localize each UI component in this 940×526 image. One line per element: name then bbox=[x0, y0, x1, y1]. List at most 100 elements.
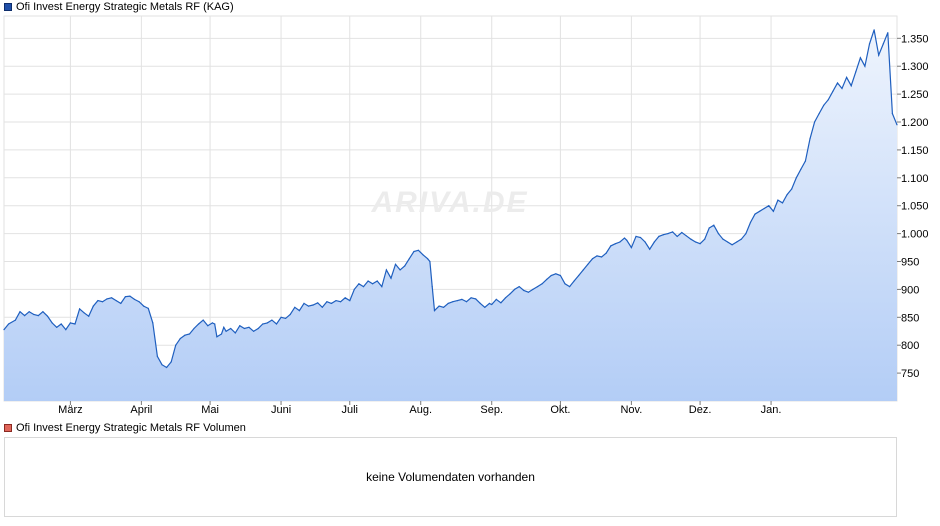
price-point bbox=[635, 235, 637, 237]
x-tick-label: Mai bbox=[201, 404, 219, 416]
price-point bbox=[745, 233, 747, 235]
price-point bbox=[362, 286, 365, 288]
price-point bbox=[564, 283, 566, 285]
y-tick-label: 850 bbox=[901, 312, 919, 324]
price-point bbox=[97, 300, 99, 302]
price-point bbox=[207, 325, 209, 327]
price-point bbox=[303, 302, 305, 304]
price-point bbox=[51, 322, 53, 324]
price-point bbox=[786, 194, 788, 196]
price-point bbox=[385, 269, 387, 271]
price-point bbox=[431, 286, 433, 288]
price-point bbox=[465, 301, 468, 303]
price-point bbox=[438, 305, 440, 307]
price-point bbox=[518, 286, 520, 288]
x-tick-label: April bbox=[130, 404, 152, 416]
price-point bbox=[92, 305, 94, 307]
price-point bbox=[573, 280, 575, 282]
price-point bbox=[814, 121, 816, 123]
price-point bbox=[475, 298, 477, 300]
price-point bbox=[681, 231, 683, 234]
price-point bbox=[120, 302, 122, 304]
price-point bbox=[106, 298, 108, 300]
price-point bbox=[555, 273, 557, 275]
price-point bbox=[285, 317, 287, 319]
price-point bbox=[699, 243, 701, 245]
price-point bbox=[781, 202, 784, 204]
y-tick-label: 1.300 bbox=[901, 61, 929, 73]
volume-legend-label: Ofi Invest Energy Strategic Metals RF Vo… bbox=[16, 422, 246, 434]
price-point bbox=[101, 301, 104, 303]
price-point bbox=[887, 32, 889, 34]
price-point bbox=[115, 300, 117, 302]
price-point bbox=[488, 302, 490, 304]
price-point bbox=[690, 238, 692, 240]
price-area bbox=[4, 29, 897, 402]
price-points bbox=[3, 29, 898, 369]
price-point bbox=[878, 54, 880, 56]
price-point bbox=[491, 303, 493, 306]
price-point bbox=[417, 249, 419, 251]
price-point bbox=[447, 302, 449, 304]
price-point bbox=[372, 283, 374, 285]
price-point bbox=[408, 258, 410, 260]
y-axis: 750 800 850 900 950 1.000 1.050 1.100 1.150 1.200… bbox=[897, 33, 929, 380]
price-point bbox=[111, 297, 113, 299]
price-point bbox=[546, 278, 548, 280]
x-tick-label: Jan. bbox=[761, 404, 782, 416]
price-point bbox=[855, 71, 857, 73]
price-point bbox=[349, 300, 351, 302]
price-point bbox=[658, 235, 660, 237]
price-point bbox=[69, 322, 71, 324]
price-point bbox=[74, 323, 76, 325]
price-point bbox=[676, 235, 678, 237]
price-point bbox=[262, 323, 264, 325]
price-point bbox=[630, 247, 633, 249]
price-point bbox=[749, 221, 752, 223]
price-point bbox=[443, 306, 445, 308]
price-point bbox=[672, 231, 674, 233]
price-point bbox=[19, 311, 21, 313]
price-point bbox=[470, 297, 472, 299]
price-point bbox=[317, 302, 319, 304]
price-point bbox=[422, 254, 424, 256]
price-point bbox=[202, 319, 204, 321]
price-point bbox=[882, 43, 884, 45]
price-point bbox=[610, 245, 612, 247]
price-point bbox=[708, 227, 710, 229]
price-point bbox=[147, 307, 149, 309]
y-tick-label: 1.350 bbox=[901, 33, 929, 45]
price-point bbox=[175, 344, 177, 346]
price-point bbox=[536, 286, 539, 288]
price-line bbox=[3, 29, 898, 369]
x-tick-label: Dez. bbox=[689, 404, 712, 416]
price-point bbox=[809, 138, 811, 140]
price-point bbox=[596, 255, 598, 257]
price-point bbox=[230, 327, 232, 330]
price-point bbox=[133, 298, 136, 300]
price-point bbox=[569, 286, 571, 288]
price-point bbox=[864, 65, 866, 67]
price-point bbox=[532, 288, 534, 290]
price-point bbox=[452, 301, 454, 303]
price-point bbox=[763, 207, 765, 210]
y-tick-label: 1.100 bbox=[901, 173, 929, 185]
price-point bbox=[591, 258, 594, 260]
y-tick-label: 800 bbox=[901, 340, 919, 352]
price-point bbox=[239, 325, 241, 327]
price-point bbox=[841, 87, 843, 90]
price-legend: Ofi Invest Energy Strategic Metals RF (K… bbox=[4, 0, 234, 14]
price-point bbox=[312, 304, 314, 306]
price-point bbox=[653, 241, 655, 243]
price-point bbox=[717, 233, 720, 235]
price-point bbox=[298, 310, 300, 312]
price-point bbox=[578, 274, 580, 277]
price-point bbox=[42, 311, 44, 313]
y-tick-label: 750 bbox=[901, 368, 919, 380]
price-point bbox=[836, 82, 839, 84]
x-tick-label: Okt. bbox=[550, 404, 570, 416]
price-point bbox=[399, 269, 401, 271]
y-tick-label: 1.050 bbox=[901, 201, 929, 213]
price-point bbox=[667, 233, 669, 235]
price-point bbox=[214, 323, 216, 325]
